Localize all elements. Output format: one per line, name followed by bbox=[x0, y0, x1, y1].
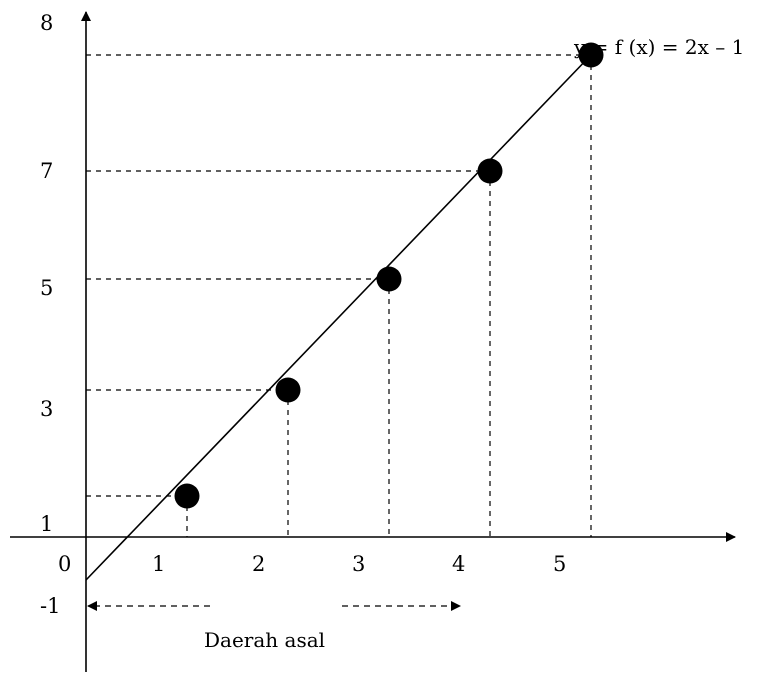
data-point bbox=[376, 266, 402, 292]
function-line bbox=[85, 54, 592, 581]
y-tick-label: 5 bbox=[40, 276, 53, 300]
data-point bbox=[477, 158, 503, 184]
x-tick-label: 5 bbox=[553, 552, 566, 576]
origin-label: 0 bbox=[58, 552, 71, 576]
y-tick-label: 8 bbox=[40, 11, 53, 35]
y-tick-label: 1 bbox=[40, 512, 53, 536]
function-line-layer bbox=[85, 54, 592, 581]
data-point bbox=[578, 42, 604, 68]
dashed-guides bbox=[86, 54, 592, 537]
x-tick-label: 1 bbox=[152, 552, 165, 576]
domain-caption: Daerah asal bbox=[204, 628, 325, 652]
y-tick-label: -1 bbox=[40, 594, 60, 618]
x-tick-label: 4 bbox=[452, 552, 465, 576]
x-tick-label: 3 bbox=[352, 552, 365, 576]
data-point bbox=[275, 377, 301, 403]
y-tick-label: 7 bbox=[40, 159, 53, 183]
y-tick-label: 3 bbox=[40, 397, 53, 421]
equation-label: y = f (x) = 2x – 1 bbox=[573, 35, 744, 59]
data-points bbox=[174, 42, 604, 509]
y-tick-labels: -1 1 3 5 7 8 bbox=[40, 11, 60, 618]
x-tick-labels: 1 2 3 4 5 bbox=[152, 552, 566, 576]
data-point bbox=[174, 483, 200, 509]
x-tick-label: 2 bbox=[252, 552, 265, 576]
